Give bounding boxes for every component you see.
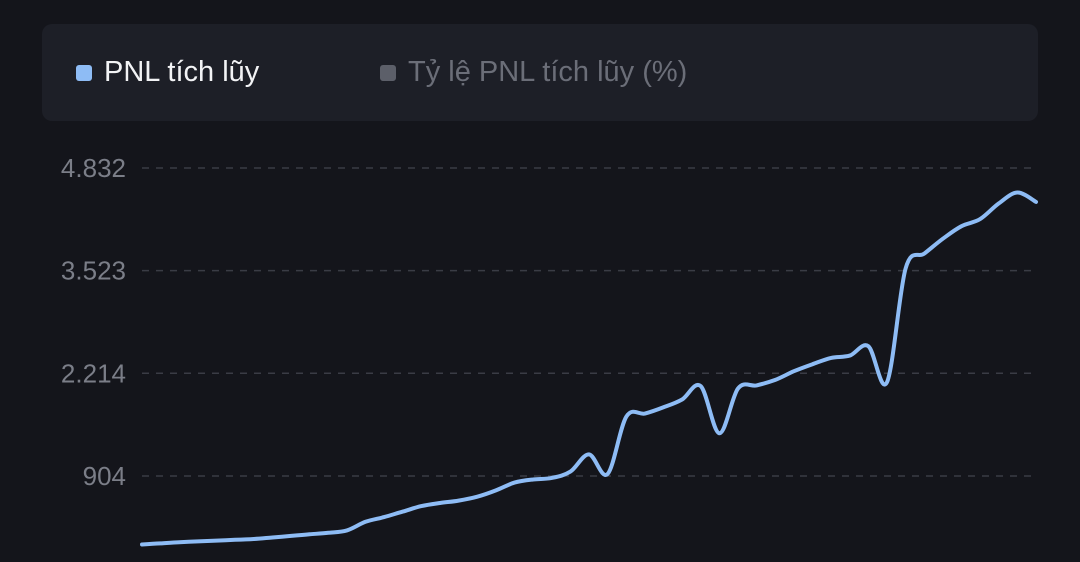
legend-bar: PNL tích lũy Tỷ lệ PNL tích lũy (%) bbox=[42, 24, 1038, 121]
y-tick-label: 4.832 bbox=[61, 153, 126, 183]
legend-swatch-pnl-percent bbox=[380, 64, 396, 81]
y-tick-label: 3.523 bbox=[61, 256, 126, 286]
y-tick-label: 904 bbox=[83, 461, 126, 491]
legend-label-pnl-percent: Tỷ lệ PNL tích lũy (%) bbox=[408, 56, 688, 88]
legend-item-pnl[interactable]: PNL tích lũy bbox=[76, 24, 259, 121]
y-tick-label: 2.214 bbox=[61, 358, 126, 388]
legend-label-pnl: PNL tích lũy bbox=[104, 56, 260, 88]
legend-item-pnl-percent[interactable]: Tỷ lệ PNL tích lũy (%) bbox=[380, 24, 687, 121]
series-line-pnl bbox=[140, 190, 1038, 547]
legend-swatch-pnl bbox=[76, 64, 92, 81]
